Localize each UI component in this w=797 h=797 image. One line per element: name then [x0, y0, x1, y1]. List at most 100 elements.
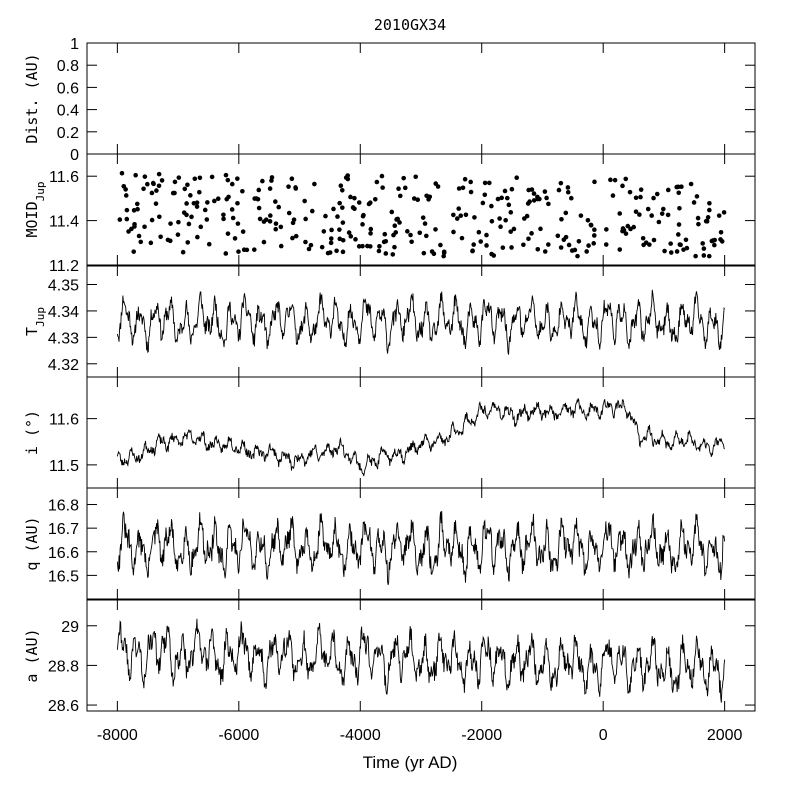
data-point	[476, 229, 482, 235]
data-point	[424, 233, 429, 239]
data-point	[194, 204, 200, 209]
series-line-a	[116, 618, 726, 703]
data-point	[526, 236, 531, 242]
data-point	[576, 239, 582, 244]
data-point	[149, 217, 155, 223]
data-point	[348, 194, 353, 200]
data-point	[417, 230, 423, 236]
data-point	[331, 206, 336, 212]
series-line-tjup	[116, 289, 725, 355]
data-point	[684, 245, 690, 251]
data-point	[156, 183, 162, 189]
y-tick-label: 28.6	[48, 698, 79, 715]
data-point	[471, 242, 477, 247]
data-point	[463, 212, 469, 218]
y-tick-label: 0.6	[57, 80, 79, 97]
data-point	[142, 174, 148, 179]
data-point	[312, 181, 317, 187]
data-point	[556, 187, 562, 193]
data-point	[566, 242, 572, 248]
data-point	[396, 186, 401, 191]
data-point	[225, 231, 231, 236]
data-point	[458, 213, 464, 218]
data-point	[303, 216, 308, 222]
data-point	[138, 239, 144, 245]
data-point	[151, 181, 156, 187]
data-point	[504, 195, 510, 201]
data-point	[337, 236, 343, 242]
data-point	[229, 181, 235, 187]
data-point	[229, 207, 235, 212]
y-tick-label: 16.8	[48, 498, 79, 515]
data-point	[154, 188, 159, 193]
data-point	[617, 247, 623, 252]
y-tick-label: 0	[70, 147, 79, 164]
data-point	[340, 205, 345, 210]
panel-frame	[86, 42, 756, 155]
y-tick-label: 1	[70, 36, 79, 53]
data-point	[356, 244, 362, 249]
data-point	[633, 195, 639, 201]
data-point	[360, 222, 365, 227]
data-point	[235, 221, 241, 226]
data-point	[718, 229, 724, 235]
data-point	[221, 212, 226, 218]
data-point	[716, 213, 722, 218]
data-point	[640, 235, 646, 241]
data-point	[340, 220, 346, 225]
data-point	[328, 236, 334, 241]
y-tick-label: 0.4	[57, 103, 79, 120]
data-point	[451, 229, 456, 235]
data-point	[389, 209, 395, 215]
data-point	[356, 200, 362, 205]
data-point	[368, 231, 373, 236]
data-point	[340, 237, 346, 243]
data-point	[638, 187, 644, 192]
data-point	[176, 219, 181, 225]
data-point	[394, 217, 399, 222]
data-point	[405, 229, 410, 234]
data-point	[392, 223, 398, 228]
data-point	[361, 212, 366, 218]
y-axis-label-subscript: Jup	[34, 307, 47, 327]
data-point	[135, 206, 140, 212]
y-tick-label: 4.35	[48, 278, 79, 295]
data-point	[156, 171, 162, 177]
data-point	[188, 193, 193, 198]
data-point	[707, 207, 712, 213]
data-point	[421, 250, 427, 256]
data-point	[645, 206, 651, 212]
y-tick-label: 4.33	[48, 330, 79, 347]
data-point	[136, 233, 142, 239]
data-point	[367, 200, 373, 206]
data-point	[700, 241, 705, 246]
data-point	[470, 248, 475, 254]
data-point	[334, 248, 339, 254]
data-point	[707, 201, 712, 206]
data-point	[352, 195, 357, 201]
data-point	[695, 215, 701, 221]
data-point	[482, 192, 488, 198]
data-point	[498, 224, 503, 229]
data-point	[168, 221, 173, 226]
data-point	[337, 227, 342, 232]
data-point	[415, 197, 421, 203]
data-point	[382, 231, 388, 237]
data-point	[588, 223, 594, 228]
data-point	[610, 193, 616, 198]
data-point	[561, 237, 567, 242]
data-point	[121, 183, 127, 189]
data-point	[153, 201, 159, 206]
data-point	[649, 213, 654, 218]
data-point	[531, 191, 537, 196]
data-point	[459, 235, 465, 241]
data-point	[309, 208, 315, 214]
data-point	[637, 212, 642, 217]
data-point	[197, 189, 202, 195]
data-point	[205, 200, 210, 205]
data-point	[665, 187, 671, 193]
y-axis-label-subscript: Jup	[34, 182, 47, 202]
data-point	[348, 234, 354, 239]
y-tick-label: 4.34	[48, 304, 79, 321]
